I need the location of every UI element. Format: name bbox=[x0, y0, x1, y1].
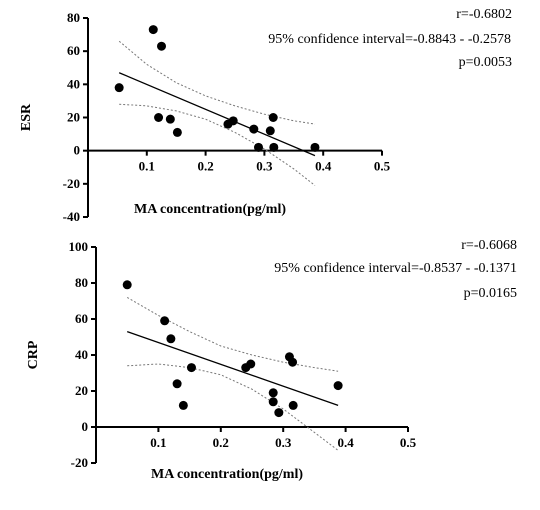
chart2-x-tick-label: 0.3 bbox=[275, 435, 292, 450]
chart2-data-point bbox=[268, 397, 278, 407]
chart2-x-tick-label: 0.1 bbox=[150, 435, 166, 450]
chart1-data-point bbox=[254, 142, 264, 152]
chart2-data-point bbox=[122, 280, 132, 290]
chart1-y-tick-label: 0 bbox=[74, 143, 81, 158]
chart2-data-point bbox=[178, 400, 188, 410]
chart1-x-tick-label: 0.1 bbox=[139, 159, 155, 174]
chart2-ci-upper-curve bbox=[126, 296, 339, 372]
chart2-data-point bbox=[160, 316, 170, 326]
chart2-y-tick-label: 100 bbox=[69, 239, 89, 254]
chart1-data-point bbox=[165, 114, 175, 124]
chart1-data-point bbox=[114, 83, 124, 93]
chart1-p-value: p=0.0053 bbox=[459, 55, 512, 70]
chart2-ci-text: 95% confidence interval=-0.8537 - -0.137… bbox=[274, 261, 517, 276]
chart1-regression-line bbox=[118, 72, 316, 157]
chart2-y-tick-label: 80 bbox=[75, 275, 88, 290]
chart1-data-point bbox=[310, 142, 320, 152]
chart2-data-point bbox=[333, 381, 343, 391]
chart2-data-point bbox=[274, 408, 284, 418]
chart2-ci-lower-curve bbox=[127, 363, 339, 451]
chart2-y-tick-label: 20 bbox=[75, 383, 88, 398]
chart2-data-point bbox=[288, 357, 298, 367]
chart1-ci-text: 95% confidence interval=-0.8843 - -0.257… bbox=[268, 32, 511, 47]
chart2-y-axis-label: CRP bbox=[26, 340, 41, 369]
chart2-regression-line bbox=[126, 330, 339, 407]
chart1-ci-lower-curve bbox=[119, 103, 316, 186]
chart1-data-point bbox=[172, 127, 182, 137]
chart1-data-point bbox=[269, 142, 279, 152]
chart2-data-point bbox=[186, 363, 196, 373]
chart2-r-value: r=-0.6068 bbox=[461, 238, 517, 253]
chart2-data-point bbox=[246, 359, 256, 369]
chart2-y-tick-label: -20 bbox=[71, 455, 88, 470]
chart1-data-point bbox=[154, 113, 164, 122]
chart2-p-value: p=0.0165 bbox=[464, 286, 517, 301]
chart1-y-tick-label: 80 bbox=[67, 10, 80, 25]
chart1-data-point bbox=[157, 41, 166, 51]
chart2-x-tick-label: 0.5 bbox=[400, 435, 417, 450]
chart2-y-tick-label: 40 bbox=[75, 347, 88, 362]
chart1-x-tick-label: 0.4 bbox=[315, 159, 332, 174]
chart1-y-axis-label: ESR bbox=[19, 103, 34, 131]
chart2-x-axis-label: MA concentration(pg/ml) bbox=[151, 467, 303, 482]
chart1-y-tick-label: 20 bbox=[67, 110, 80, 125]
chart1-y-tick-label: -40 bbox=[63, 209, 80, 224]
chart1-y-tick-label: 60 bbox=[67, 43, 80, 58]
chart2-y-tick-label: 0 bbox=[82, 419, 89, 434]
chart1-x-tick-label: 0.3 bbox=[256, 159, 273, 174]
chart1-r-value: r=-0.6802 bbox=[456, 7, 512, 22]
chart2-data-point bbox=[166, 334, 176, 344]
chart2-data-point bbox=[172, 379, 182, 389]
chart1-y-tick-label: -20 bbox=[63, 176, 80, 191]
chart1-y-tick-label: 40 bbox=[67, 76, 80, 91]
chart1-data-point bbox=[268, 113, 278, 122]
chart1-ci-upper-curve bbox=[118, 40, 316, 125]
chart1-data-point bbox=[249, 124, 259, 134]
chart1-x-tick-label: 0.2 bbox=[197, 159, 213, 174]
chart1-data-point bbox=[148, 25, 158, 35]
chart2-data-point bbox=[268, 388, 278, 398]
chart1-data-point bbox=[265, 126, 275, 136]
chart2-x-tick-label: 0.2 bbox=[213, 435, 229, 450]
chart2-x-tick-label: 0.4 bbox=[337, 435, 354, 450]
chart1-x-tick-label: 0.5 bbox=[374, 159, 391, 174]
chart2-y-tick-label: 60 bbox=[75, 311, 88, 326]
chart1-data-point bbox=[228, 116, 238, 126]
chart2-data-point bbox=[288, 400, 298, 410]
chart1-x-axis-label: MA concentration(pg/ml) bbox=[134, 202, 286, 217]
